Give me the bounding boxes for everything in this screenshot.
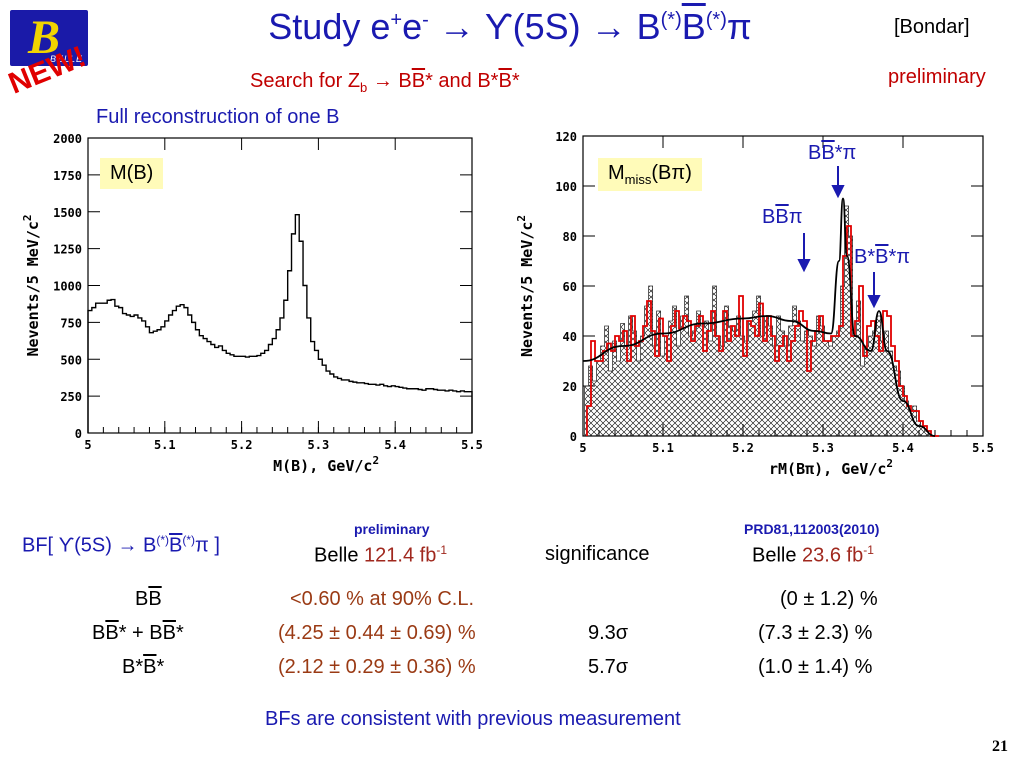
y-axis-label-sup: 2	[515, 215, 528, 222]
y-tick-label: 100	[555, 180, 577, 194]
x-tick-label: 5.5	[972, 441, 994, 455]
x-axis-label: rM(Bπ), GeV/c2	[769, 457, 893, 478]
y-tick-label: 750	[60, 316, 82, 330]
row-label-bbstar: BB* + BB*	[92, 622, 184, 644]
row-value-bb: <0.60 % at 90% C.L.	[290, 588, 475, 610]
significance-header: significance	[545, 543, 650, 565]
x-tick-label: 5.1	[154, 438, 176, 452]
bf-label: BF[ ϒ(5S) → B(*)B(*)π ]	[22, 533, 220, 557]
x-tick-label: 5.2	[231, 438, 253, 452]
y-tick-label: 20	[563, 380, 577, 394]
x-axis-label-sup: 2	[372, 454, 379, 467]
prelim-small: preliminary	[354, 521, 430, 537]
y-axis-label: Nevents/5 MeV/c2	[21, 214, 42, 356]
y-tick-label: 60	[563, 280, 577, 294]
row-prev-bbstar: (7.3 ± 2.3) %	[758, 622, 873, 644]
row-prev-bsbs: (1.0 ± 1.4) %	[758, 656, 873, 678]
x-tick-label: 5.5	[461, 438, 483, 452]
row-sig-bsbs: 5.7σ	[588, 656, 629, 678]
y-tick-label: 1750	[53, 169, 82, 183]
y-tick-label: 80	[563, 230, 577, 244]
y-axis-label: Nevents/5 MeV/c2	[515, 215, 536, 357]
logo-letter: B	[28, 11, 61, 64]
y-tick-label: 2000	[53, 132, 82, 146]
y-tick-label: 1500	[53, 206, 82, 220]
row-value-bsbs: (2.12 ± 0.29 ± 0.36) %	[278, 656, 476, 678]
y-axis-label-sup: 2	[21, 214, 34, 221]
subtitle: Search for Zb → BB* and B*B*	[250, 70, 520, 95]
y-tick-label: 250	[60, 390, 82, 404]
signal-histogram	[586, 225, 939, 437]
x-tick-label: 5.4	[892, 441, 914, 455]
author-tag: [Bondar]	[894, 16, 970, 38]
right-plot-label: Mmiss(Bπ)	[598, 158, 702, 191]
page-number: 21	[992, 738, 1008, 755]
row-prev-bb: (0 ± 1.2) %	[780, 588, 878, 610]
annotation-bbstar: BB*π	[808, 142, 857, 164]
full-reconstruction-note: Full reconstruction of one B	[96, 106, 340, 128]
belle-lumi-new: Belle 121.4 fb-1	[314, 543, 447, 567]
row-label-bsbs: B*B*	[122, 656, 165, 678]
reference: PRD81,112003(2010)	[744, 521, 880, 537]
fit-curve	[582, 197, 936, 437]
x-tick-label: 5.3	[812, 441, 834, 455]
left-chart: 5 5.1 5.2 5.3 5.4 5.5 0 250 500 750 1000 1250 1500 17…	[21, 132, 483, 475]
right-chart: 5 5.1 5.2 5.3 5.4 5.5 0 20 40 60 80 100 120 rM(Bπ), G…	[515, 130, 994, 478]
logo-text: BELLE	[50, 54, 84, 64]
conclusion: BFs are consistent with previous measure…	[265, 708, 681, 730]
y-tick-label: 0	[75, 427, 82, 441]
y-tick-label: 500	[60, 353, 82, 367]
x-tick-label: 5.3	[308, 438, 330, 452]
x-axis-label-sup: 2	[886, 457, 893, 470]
x-tick-label: 5.1	[652, 441, 674, 455]
y-tick-label: 0	[570, 430, 577, 444]
y-tick-label: 120	[555, 130, 577, 144]
row-sig-bbstar: 9.3σ	[588, 622, 629, 644]
mb-histogram	[87, 214, 473, 433]
belle-logo: B BELLE	[10, 10, 88, 66]
y-tick-label: 1000	[53, 280, 82, 294]
annotation-bb: BBπ	[762, 206, 803, 228]
x-axis-label: M(B), GeV/c2	[273, 454, 379, 475]
left-plot-label: M(B)	[100, 158, 164, 189]
y-tick-label: 1250	[53, 243, 82, 257]
row-label-bb: BB	[135, 588, 162, 610]
belle-lumi-old: Belle 23.6 fb-1	[752, 543, 874, 567]
x-tick-label: 5.2	[732, 441, 754, 455]
slide-title: Study e+e- → ϒ(5S) → B(*)B(*)π	[268, 6, 752, 47]
y-tick-label: 40	[563, 330, 577, 344]
annotation-bsbs: B*B*π	[854, 246, 911, 268]
x-tick-label: 5	[579, 441, 586, 455]
x-tick-label: 5.4	[384, 438, 406, 452]
row-value-bbstar: (4.25 ± 0.44 ± 0.69) %	[278, 622, 476, 644]
preliminary-label: preliminary	[888, 66, 986, 88]
x-tick-label: 5	[84, 438, 91, 452]
